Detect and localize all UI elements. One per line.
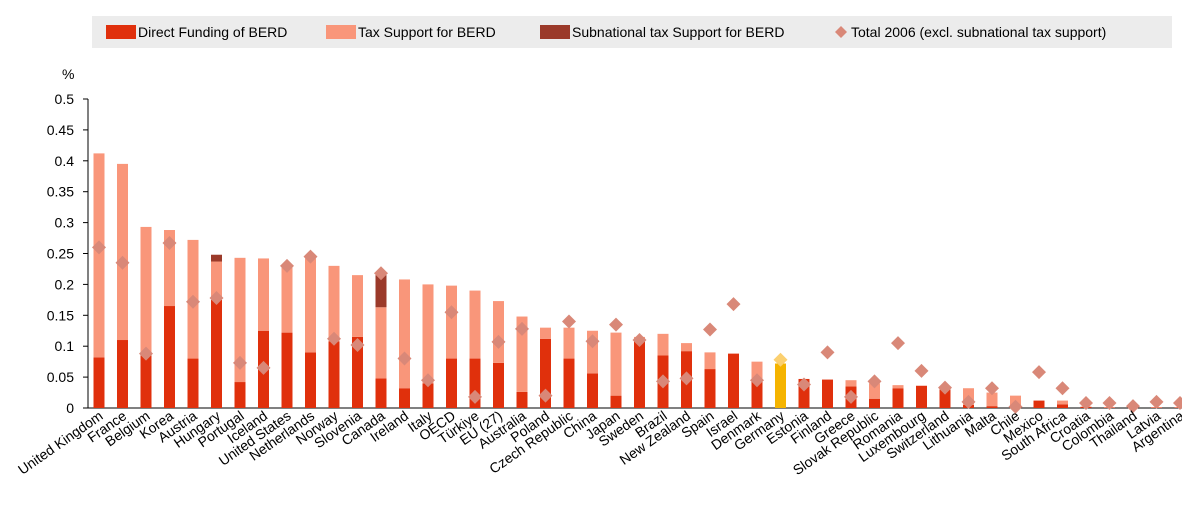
bar — [893, 388, 904, 408]
y-tick-label: 0.05 — [47, 369, 74, 385]
legend-label: Subnational tax Support for BERD — [572, 24, 784, 40]
bar — [164, 306, 175, 408]
bar — [211, 300, 222, 408]
bar — [493, 363, 504, 408]
marker — [891, 336, 905, 350]
bar — [705, 352, 716, 369]
bar — [728, 354, 739, 408]
y-tick-label: 0.2 — [55, 276, 75, 292]
marker — [915, 364, 929, 378]
bar — [282, 333, 293, 408]
marker — [609, 318, 623, 332]
bar — [352, 275, 363, 337]
y-tick-label: 0.25 — [47, 246, 74, 262]
bar — [564, 328, 575, 359]
legend-swatch — [540, 25, 570, 39]
bar — [141, 355, 152, 408]
bar — [587, 373, 598, 408]
bar — [540, 328, 551, 339]
marker — [703, 323, 717, 337]
y-tick-label: 0.4 — [55, 153, 75, 169]
bar — [282, 265, 293, 333]
bar — [141, 227, 152, 356]
bar — [376, 307, 387, 378]
bar — [822, 380, 833, 408]
bar — [305, 352, 316, 408]
bar — [446, 359, 457, 408]
y-tick-label: 0.45 — [47, 122, 74, 138]
bar — [611, 333, 622, 396]
bar — [117, 164, 128, 340]
bar — [376, 378, 387, 408]
bar — [329, 341, 340, 408]
bar — [94, 153, 105, 357]
bar — [423, 284, 434, 383]
y-tick-label: 0.5 — [55, 91, 75, 107]
bar — [446, 286, 457, 359]
bar — [235, 382, 246, 408]
bar — [399, 279, 410, 388]
legend-swatch — [326, 25, 356, 39]
bar — [329, 266, 340, 341]
bar — [705, 369, 716, 408]
y-tick-label: 0.35 — [47, 184, 74, 200]
bar — [564, 359, 575, 408]
y-tick-label: 0 — [66, 400, 74, 416]
marker — [1032, 365, 1046, 379]
bar — [634, 340, 645, 408]
marker — [1150, 395, 1164, 409]
legend-label: Total 2006 (excl. subnational tax suppor… — [851, 24, 1106, 40]
bar — [681, 343, 692, 351]
legend-label: Tax Support for BERD — [358, 24, 496, 40]
y-tick-label: 0.15 — [47, 307, 74, 323]
legend-swatch — [106, 25, 136, 39]
bar — [1057, 401, 1068, 405]
y-axis-label: % — [62, 66, 74, 82]
bar — [94, 357, 105, 408]
bar — [893, 385, 904, 388]
bar — [916, 386, 927, 408]
bar — [470, 291, 481, 359]
bar — [258, 258, 269, 330]
bar — [399, 388, 410, 408]
y-tick-label: 0.1 — [55, 338, 75, 354]
bar — [188, 359, 199, 408]
marker — [1056, 381, 1070, 395]
bar — [305, 258, 316, 352]
marker — [562, 314, 576, 328]
bar — [211, 255, 222, 262]
bar — [869, 399, 880, 408]
legend-label: Direct Funding of BERD — [138, 24, 287, 40]
bar — [493, 301, 504, 363]
marker — [727, 297, 741, 311]
bar — [117, 340, 128, 408]
bar — [611, 396, 622, 408]
bar — [517, 392, 528, 408]
bar — [658, 334, 669, 356]
y-tick-label: 0.3 — [55, 215, 75, 231]
bar — [1034, 401, 1045, 408]
bar — [846, 380, 857, 386]
marker — [821, 345, 835, 359]
bar — [775, 364, 786, 408]
